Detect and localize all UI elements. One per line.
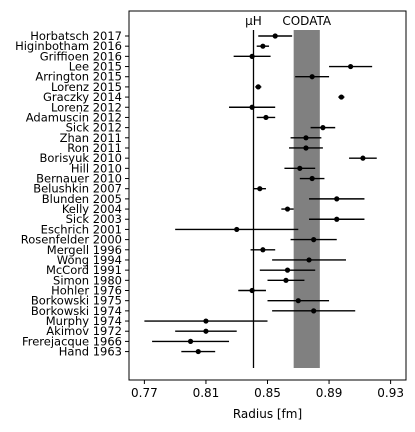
- data-point: [234, 226, 240, 233]
- data-point: [249, 287, 255, 294]
- measurement-label: Murphy 1974: [46, 314, 122, 328]
- measurement-label: Lee 2015: [69, 60, 122, 74]
- data-marks: [144, 33, 377, 355]
- data-point: [338, 94, 344, 100]
- data-point: [249, 53, 255, 59]
- data-point: [334, 196, 340, 202]
- data-point: [255, 84, 261, 90]
- data-point: [249, 104, 255, 110]
- measurement-label: Lorenz 2015: [51, 80, 122, 94]
- x-tick-label: 0.85: [254, 386, 281, 400]
- measurement-label: Sick 2012: [66, 121, 122, 135]
- measurement-label: Borkowski 1975: [31, 294, 122, 308]
- data-point: [272, 33, 278, 39]
- codata-label: CODATA: [282, 14, 332, 28]
- measurement-label: Hohler 1976: [51, 284, 122, 298]
- data-point: [203, 318, 209, 324]
- measurement-label: Rosenfelder 2000: [21, 233, 122, 247]
- data-point: [320, 125, 326, 131]
- data-point: [260, 43, 266, 49]
- measurement-label: Eschrich 2001: [41, 222, 122, 236]
- data-point: [360, 155, 366, 161]
- data-point: [295, 298, 301, 304]
- measurement-label: Sick 2003: [66, 212, 122, 226]
- measurement-label: Wong 1994: [57, 253, 122, 267]
- measurement-label: Hand 1963: [59, 345, 122, 359]
- measurement-label: Borisyuk 2010: [39, 151, 122, 165]
- data-point: [309, 74, 315, 80]
- data-point: [311, 308, 317, 314]
- measurement-label: Arrington 2015: [35, 70, 122, 84]
- x-axis-label: Radius [fm]: [233, 407, 302, 421]
- x-ticks: 0.77 0.81 0.85 0.89 0.93: [131, 380, 404, 400]
- measurement-label: Griffioen 2016: [40, 49, 122, 63]
- data-point: [311, 237, 317, 243]
- x-tick-label: 0.77: [131, 386, 158, 400]
- measurement-label: Frerejacque 1966: [22, 334, 122, 348]
- data-point: [260, 247, 266, 253]
- measurement-label: Graczky 2014: [43, 90, 122, 104]
- data-point: [309, 175, 315, 182]
- data-point: [306, 257, 312, 263]
- measurement-label: Hill 2010: [71, 161, 122, 175]
- measurement-label: Ron 2011: [67, 141, 122, 155]
- data-point: [334, 216, 340, 222]
- measurement-label: Adamuscin 2012: [26, 110, 122, 124]
- measurement-label: Borkowski 1974: [31, 304, 122, 318]
- measurement-label: Mergell 1996: [47, 243, 122, 257]
- data-point: [257, 186, 263, 192]
- data-point: [303, 145, 309, 151]
- measurement-label: Lorenz 2012: [51, 100, 122, 114]
- measurement-label: McCord 1991: [46, 263, 122, 277]
- measurement-label: Bernauer 2010: [36, 172, 122, 186]
- x-tick-label: 0.89: [316, 386, 343, 400]
- data-point: [187, 338, 194, 344]
- data-point: [284, 267, 291, 273]
- data-point: [203, 328, 209, 334]
- data-point: [263, 114, 269, 121]
- measurement-label: Horbatsch 2017: [30, 29, 122, 43]
- measurement-label: Blunden 2005: [42, 192, 122, 206]
- data-point: [297, 165, 303, 171]
- muh-label: μH: [245, 14, 262, 28]
- measurement-label: Simon 1980: [53, 273, 122, 287]
- x-tick-label: 0.93: [377, 386, 404, 400]
- measurement-label: Higinbotham 2016: [15, 39, 122, 53]
- measurement-label: Zhan 2011: [60, 131, 122, 145]
- x-tick-label: 0.81: [193, 386, 220, 400]
- data-point: [195, 348, 201, 355]
- plot-frame: [128, 10, 407, 381]
- data-point: [348, 63, 354, 70]
- data-point: [303, 135, 309, 141]
- data-point: [284, 206, 291, 212]
- measurement-label: Kelly 2004: [62, 202, 122, 216]
- measurement-label: Akimov 1972: [46, 324, 122, 338]
- measurement-label: Belushkin 2007: [33, 182, 122, 196]
- data-point: [283, 277, 289, 283]
